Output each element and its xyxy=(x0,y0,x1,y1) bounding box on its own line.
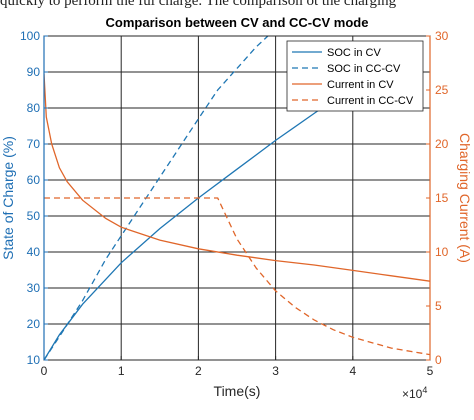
legend: SOC in CV SOC in CC-CV Current in CV Curren… xyxy=(286,40,424,112)
right-axis-title: Charging Current (A) xyxy=(457,133,473,263)
left-axis-title: State of Charge (%) xyxy=(0,136,16,260)
left-tick-label: 20 xyxy=(27,317,41,331)
left-tick-label: 90 xyxy=(27,65,41,79)
x-tick-label: 2 xyxy=(195,364,202,378)
caption-text: quickly to perform the ful charge. The c… xyxy=(0,0,397,9)
right-tick-label: 15 xyxy=(435,191,449,205)
x-exponent-base: ×10 xyxy=(402,387,423,401)
series-line-2 xyxy=(44,73,430,282)
legend-label-0: SOC in CV xyxy=(327,47,381,59)
right-tick-label: 10 xyxy=(435,245,449,259)
legend-label-1: SOC in CC-CV xyxy=(327,63,401,75)
left-tick-label: 100 xyxy=(20,29,40,43)
series-line-1 xyxy=(44,36,269,360)
series-line-0 xyxy=(44,75,369,360)
x-axis-ticks: 0 1 2 3 4 5 xyxy=(41,356,434,378)
left-tick-label: 10 xyxy=(27,353,41,367)
x-tick-label: 3 xyxy=(272,364,279,378)
legend-label-2: Current in CV xyxy=(327,79,394,91)
x-tick-label: 5 xyxy=(427,364,434,378)
left-tick-label: 60 xyxy=(27,173,41,187)
left-tick-label: 80 xyxy=(27,101,41,115)
left-tick-label: 30 xyxy=(27,281,41,295)
clipped-caption-fragment: quickly to perform the ful charge. The c… xyxy=(0,0,474,9)
x-axis-title: Time(s) xyxy=(214,383,261,399)
legend-box xyxy=(286,40,424,112)
right-tick-label: 20 xyxy=(435,137,449,151)
x-tick-label: 4 xyxy=(349,364,356,378)
legend-label-3: Current in CC-CV xyxy=(327,95,414,107)
right-tick-label: 25 xyxy=(435,83,449,97)
right-tick-label: 5 xyxy=(435,299,442,313)
right-tick-label: 0 xyxy=(435,353,442,367)
right-tick-label: 30 xyxy=(435,29,449,43)
left-tick-label: 50 xyxy=(27,209,41,223)
series-line-3 xyxy=(44,197,430,356)
right-axis-ticks: 0 5 10 15 20 25 30 xyxy=(426,29,449,367)
chart-title: Comparison between CV and CC-CV mode xyxy=(106,15,369,30)
x-tick-label: 1 xyxy=(118,364,125,378)
left-tick-label: 40 xyxy=(27,245,41,259)
left-tick-label: 70 xyxy=(27,137,41,151)
x-tick-label: 0 xyxy=(41,364,48,378)
left-axis-ticks: 10 20 30 40 50 60 70 80 90 100 xyxy=(20,29,48,367)
x-exponent-power: 4 xyxy=(422,385,427,395)
x-axis-exponent: ×104 xyxy=(402,385,427,401)
